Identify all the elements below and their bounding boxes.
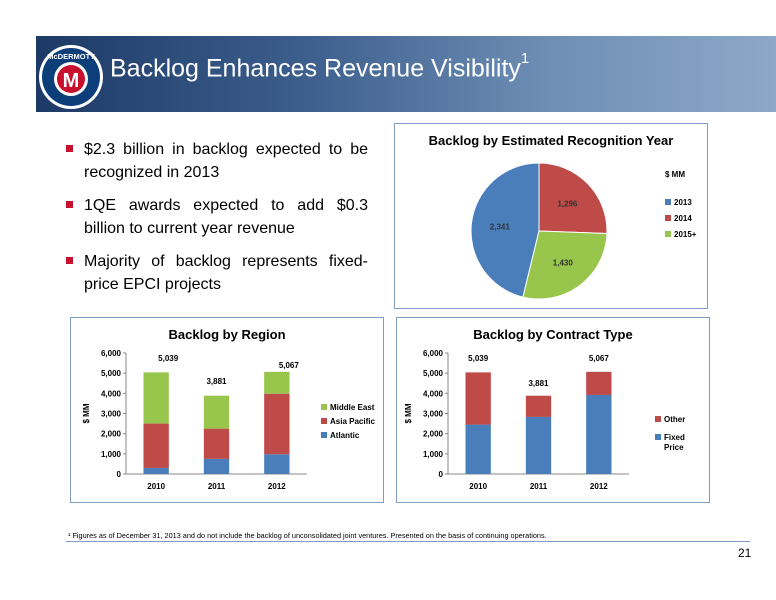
y-tick-label: 0 (439, 470, 444, 479)
legend-label: 2013 (674, 198, 692, 207)
x-tick-label: 2011 (530, 482, 548, 491)
y-tick-label: 3,000 (101, 410, 122, 419)
y-axis-label: $ MM (82, 403, 91, 423)
bar-segment-fixed-price (586, 394, 612, 474)
bar-segment-other (586, 371, 612, 395)
legend-label: 2014 (674, 214, 692, 223)
legend-swatch-atlantic (321, 432, 327, 438)
y-tick-label: 3,000 (423, 410, 444, 419)
bar-segment-middle-east (143, 372, 169, 424)
x-tick-label: 2011 (208, 482, 226, 491)
bar-segment-fixed-price (525, 416, 552, 474)
legend-label: 2015+ (674, 230, 697, 239)
legend-swatch-middle-east (321, 404, 327, 410)
title-footnote-mark: 1 (520, 50, 530, 67)
footer-rule (66, 541, 750, 542)
x-tick-label: 2010 (469, 482, 487, 491)
pie-slice-2013 (470, 162, 540, 298)
key-points: $2.3 billion in backlog expected to be r… (66, 138, 368, 306)
bullet-square-icon (66, 201, 73, 208)
y-tick-label: 5,000 (101, 369, 122, 378)
pie-slice-2015+ (522, 230, 608, 300)
bar-segment-atlantic (143, 467, 169, 474)
bar-total-label: 5,039 (158, 354, 179, 363)
bar-total-label: 5,039 (468, 354, 489, 363)
y-tick-label: 4,000 (423, 389, 444, 398)
bullet-text: 1QE awards expected to add $0.3 billion … (84, 197, 368, 237)
region-bar-svg: Backlog by Region 0 1,000 2,000 3,000 4,000 5,… (82, 327, 375, 491)
legend-swatch-asia-pacific (321, 418, 327, 424)
logo-letter: M (63, 70, 80, 92)
x-tick-label: 2012 (268, 482, 286, 491)
bar-segment-asia-pacific (143, 423, 169, 468)
legend-swatch-other (655, 416, 661, 422)
bar-total-label: 3,881 (206, 377, 227, 386)
legend-title: $ MM (665, 170, 685, 179)
logo-wordmark: McDERMOTT (47, 52, 95, 61)
x-tick-label: 2010 (147, 482, 165, 491)
legend-label: Fixed (664, 433, 685, 442)
legend-label: Other (664, 415, 685, 424)
legend-label: Asia Pacific (330, 417, 375, 426)
bullet-item: Majority of backlog represents fixed-pri… (66, 250, 368, 296)
y-tick-label: 2,000 (101, 430, 122, 439)
bar-total-label: 5,067 (279, 361, 300, 370)
y-tick-label: 1,000 (101, 450, 122, 459)
y-tick-label: 2,000 (423, 430, 444, 439)
page-number: 21 (738, 546, 752, 560)
pie-data-label: 1,430 (553, 258, 574, 267)
chart-title: Backlog by Region (168, 327, 285, 342)
pie-data-label: 1,296 (557, 200, 578, 209)
legend-label: Atlantic (330, 431, 360, 440)
chart-title: Backlog by Contract Type (473, 327, 632, 342)
bar-segment-asia-pacific (203, 428, 230, 459)
bar-segment-middle-east (264, 371, 290, 394)
y-axis-label: $ MM (404, 403, 413, 423)
bar-segment-middle-east (203, 395, 230, 429)
bullet-text: Majority of backlog represents fixed-pri… (84, 253, 368, 293)
bullet-item: 1QE awards expected to add $0.3 billion … (66, 194, 368, 240)
pie-data-label: 2,341 (490, 222, 511, 231)
contract-type-chart: Backlog by Contract Type 0 1,000 2,000 3,000… (396, 317, 710, 503)
contract-bar-svg: Backlog by Contract Type 0 1,000 2,000 3,000… (404, 327, 685, 491)
x-tick-label: 2012 (590, 482, 608, 491)
slide-title: Backlog Enhances Revenue Visibility1 (110, 50, 529, 83)
slide-title-text: Backlog Enhances Revenue Visibility (110, 54, 521, 83)
chart-title: Backlog by Estimated Recognition Year (429, 133, 674, 148)
y-tick-label: 5,000 (423, 369, 444, 378)
bullet-item: $2.3 billion in backlog expected to be r… (66, 138, 368, 184)
y-tick-label: 1,000 (423, 450, 444, 459)
mcdermott-logo: M McDERMOTT (39, 45, 103, 109)
legend-swatch-2014 (665, 215, 671, 221)
footnote: ¹ Figures as of December 31, 2013 and do… (68, 531, 547, 540)
y-tick-label: 0 (117, 470, 122, 479)
legend-swatch-2015+ (665, 231, 671, 237)
bullet-text: $2.3 billion in backlog expected to be r… (84, 141, 368, 181)
title-banner (36, 36, 776, 112)
legend-label: Middle East (330, 403, 375, 412)
recognition-pie-svg: Backlog by Estimated Recognition Year 2,3… (429, 133, 697, 300)
bar-segment-fixed-price (465, 424, 491, 474)
pie-slice-2014 (538, 162, 608, 234)
bullet-square-icon (66, 257, 73, 264)
y-tick-label: 6,000 (101, 349, 122, 358)
region-chart: Backlog by Region 0 1,000 2,000 3,000 4,000 5,… (70, 317, 384, 503)
bar-segment-atlantic (203, 458, 230, 474)
recognition-year-chart: Backlog by Estimated Recognition Year 2,3… (394, 123, 708, 309)
bar-segment-other (465, 372, 491, 425)
y-tick-label: 4,000 (101, 389, 122, 398)
legend-swatch-fixed-price (655, 434, 661, 440)
bar-total-label: 3,881 (528, 379, 549, 388)
bar-total-label: 5,067 (589, 354, 610, 363)
bar-segment-asia-pacific (264, 393, 290, 455)
legend-label: Price (664, 443, 684, 452)
bar-segment-atlantic (264, 454, 290, 474)
y-tick-label: 6,000 (423, 349, 444, 358)
bar-segment-other (525, 395, 552, 417)
legend-swatch-2013 (665, 199, 671, 205)
bullet-square-icon (66, 145, 73, 152)
